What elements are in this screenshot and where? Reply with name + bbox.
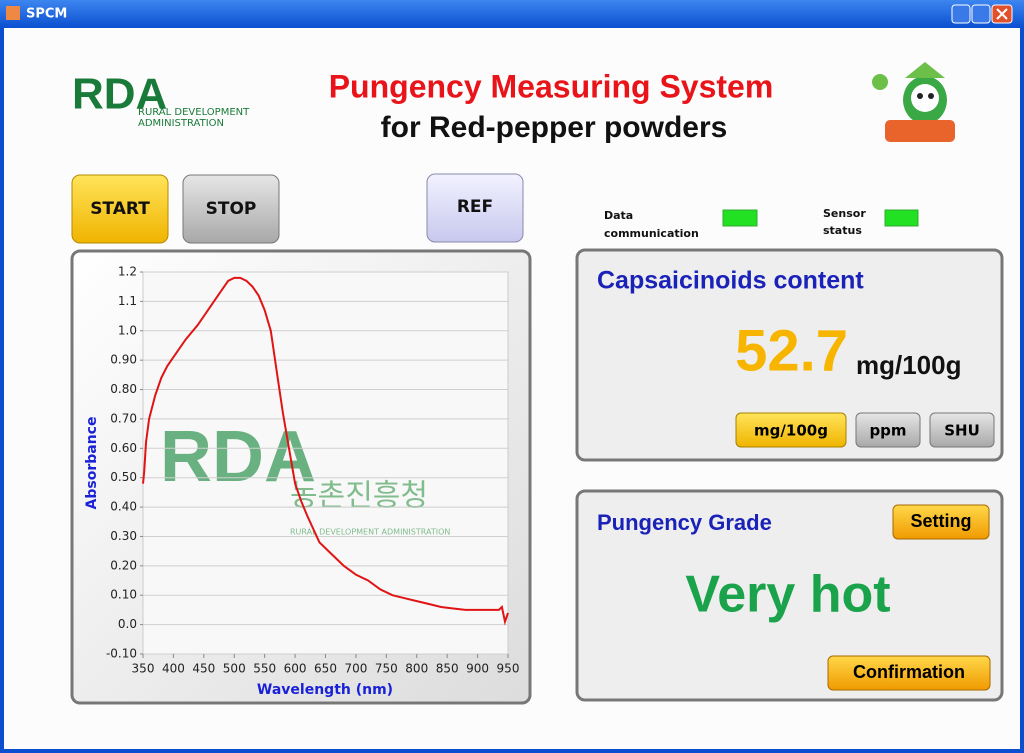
status-led xyxy=(884,209,919,227)
y-tick-label: 0.20 xyxy=(110,558,137,572)
button-label: Setting xyxy=(911,511,972,531)
panel-title: Pungency Grade xyxy=(597,510,772,535)
plot: RDA 농촌진흥청 RURAL DEVELOPMENT ADMINISTRATI… xyxy=(106,265,520,676)
button-label: REF xyxy=(457,197,493,217)
grade-value: Very hot xyxy=(685,566,890,624)
status-label: Sensor xyxy=(823,207,866,220)
x-tick-label: 550 xyxy=(253,662,276,676)
status-label: status xyxy=(823,224,862,237)
start-button[interactable] xyxy=(71,174,169,244)
content-value: 52.7 xyxy=(735,318,848,383)
x-tick-label: 950 xyxy=(497,662,520,676)
button-label: SHU xyxy=(944,422,980,440)
y-tick-label: 0.60 xyxy=(110,441,137,455)
watermark: RDA 농촌진흥청 RURAL DEVELOPMENT ADMINISTRATI… xyxy=(160,417,450,536)
y-tick-label: -0.10 xyxy=(106,647,137,661)
x-tick-label: 700 xyxy=(344,662,367,676)
unit-button[interactable] xyxy=(855,412,921,448)
button-label: ppm xyxy=(869,422,906,440)
button-label: Confirmation xyxy=(853,662,965,682)
x-tick-label: 850 xyxy=(436,662,459,676)
y-tick-label: 0.0 xyxy=(118,617,137,631)
setting-button[interactable] xyxy=(892,504,990,540)
y-tick-label: 1.2 xyxy=(118,265,137,279)
x-tick-label: 800 xyxy=(405,662,428,676)
content-unit: mg/100g xyxy=(856,350,962,380)
mascot xyxy=(872,62,955,142)
x-tick-label: 900 xyxy=(466,662,489,676)
content-panel xyxy=(575,248,1004,462)
y-tick-label: 1.0 xyxy=(118,323,137,337)
x-tick-label: 500 xyxy=(223,662,246,676)
app-icon xyxy=(6,6,20,20)
y-tick-label: 0.90 xyxy=(110,353,137,367)
ref-button[interactable] xyxy=(426,173,524,243)
x-tick-label: 750 xyxy=(375,662,398,676)
x-tick-label: 400 xyxy=(162,662,185,676)
logo-text: RURAL DEVELOPMENT xyxy=(138,107,250,118)
y-tick-label: 0.40 xyxy=(110,500,137,514)
stop-button[interactable] xyxy=(182,174,280,244)
x-tick-label: 450 xyxy=(192,662,215,676)
status-label: communication xyxy=(604,227,699,240)
panel-title: Capsaicinoids content xyxy=(597,267,864,295)
watermark-english: RURAL DEVELOPMENT ADMINISTRATION xyxy=(290,528,450,537)
window-title: SPCM xyxy=(26,7,67,22)
unit-button[interactable] xyxy=(929,412,995,448)
button-label: STOP xyxy=(206,199,257,219)
logo-mark: RDA xyxy=(72,70,167,119)
maximize-button[interactable] xyxy=(971,4,991,24)
button-label: START xyxy=(90,199,150,219)
status-label: Data xyxy=(604,209,633,222)
app-subtitle: for Red-pepper powders xyxy=(381,111,728,144)
status-led xyxy=(722,209,758,227)
x-tick-label: 600 xyxy=(284,662,307,676)
confirm-button[interactable] xyxy=(827,655,991,691)
y-tick-label: 0.80 xyxy=(110,382,137,396)
y-tick-label: 1.1 xyxy=(118,294,137,308)
logo-text: ADMINISTRATION xyxy=(138,118,224,129)
watermark-korean: 농촌진흥청 xyxy=(290,479,428,514)
x-tick-label: 350 xyxy=(132,662,155,676)
data-line xyxy=(142,276,509,626)
close-icon xyxy=(996,8,1008,20)
app-title: Pungency Measuring System xyxy=(329,68,774,104)
minimize-button[interactable] xyxy=(951,4,971,24)
y-tick-label: 0.50 xyxy=(110,470,137,484)
y-tick-label: 0.30 xyxy=(110,529,137,543)
y-tick-label: 0.10 xyxy=(110,588,137,602)
plot-area xyxy=(142,271,509,655)
grade-panel xyxy=(575,489,1004,702)
button-label: mg/100g xyxy=(754,422,828,440)
x-axis-label: Wavelength (nm) xyxy=(257,682,393,698)
title-bar xyxy=(0,0,1024,28)
y-axis-label: Absorbance xyxy=(84,417,100,510)
unit-button[interactable] xyxy=(735,412,847,448)
y-tick-label: 0.70 xyxy=(110,411,137,425)
x-tick-label: 650 xyxy=(314,662,337,676)
